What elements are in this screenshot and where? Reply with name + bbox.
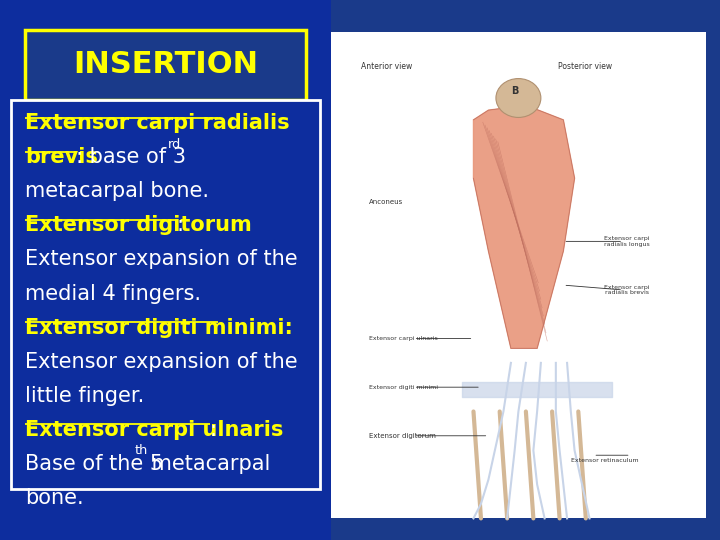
Text: metacarpal bone.: metacarpal bone. xyxy=(25,181,210,201)
Text: Extensor carpi radialis: Extensor carpi radialis xyxy=(25,113,290,133)
Text: Extensor digitorum: Extensor digitorum xyxy=(25,215,252,235)
Text: Posterior view: Posterior view xyxy=(558,62,612,71)
FancyBboxPatch shape xyxy=(25,30,306,100)
Text: Anterior view: Anterior view xyxy=(361,62,413,71)
Text: little finger.: little finger. xyxy=(25,386,145,406)
Text: :: : xyxy=(176,215,184,235)
Text: Extensor carpi
radialis brevis: Extensor carpi radialis brevis xyxy=(604,285,649,295)
Text: Extensor carpi ulnaris: Extensor carpi ulnaris xyxy=(25,420,284,440)
Text: Base of the 5: Base of the 5 xyxy=(25,454,163,474)
Text: th: th xyxy=(135,444,148,457)
Text: Extensor expansion of the: Extensor expansion of the xyxy=(25,352,298,372)
Bar xyxy=(0,0,331,540)
Text: Extensor expansion of the: Extensor expansion of the xyxy=(25,249,298,269)
Text: : base of 3: : base of 3 xyxy=(76,147,186,167)
Text: Extensor carpi
radialis longus: Extensor carpi radialis longus xyxy=(603,236,649,247)
Text: brevis: brevis xyxy=(25,147,98,167)
Polygon shape xyxy=(474,105,575,348)
Text: Anconeus: Anconeus xyxy=(369,199,403,206)
Text: bone.: bone. xyxy=(25,488,84,508)
Text: Extensor retinaculum: Extensor retinaculum xyxy=(570,457,638,463)
FancyBboxPatch shape xyxy=(11,100,320,489)
Text: metacarpal: metacarpal xyxy=(145,454,270,474)
Text: B: B xyxy=(511,86,518,96)
Text: INSERTION: INSERTION xyxy=(73,50,258,79)
Bar xyxy=(331,32,706,518)
Text: Extensor digitorum: Extensor digitorum xyxy=(369,433,436,439)
Text: :: : xyxy=(210,420,217,440)
Text: rd: rd xyxy=(168,138,181,151)
Text: Extensor carpi ulnaris: Extensor carpi ulnaris xyxy=(369,336,437,341)
Text: Extensor digiti minimi: Extensor digiti minimi xyxy=(369,384,438,390)
Text: Extensor digiti minimi:: Extensor digiti minimi: xyxy=(25,318,293,338)
Text: medial 4 fingers.: medial 4 fingers. xyxy=(25,284,201,303)
Ellipse shape xyxy=(496,78,541,118)
